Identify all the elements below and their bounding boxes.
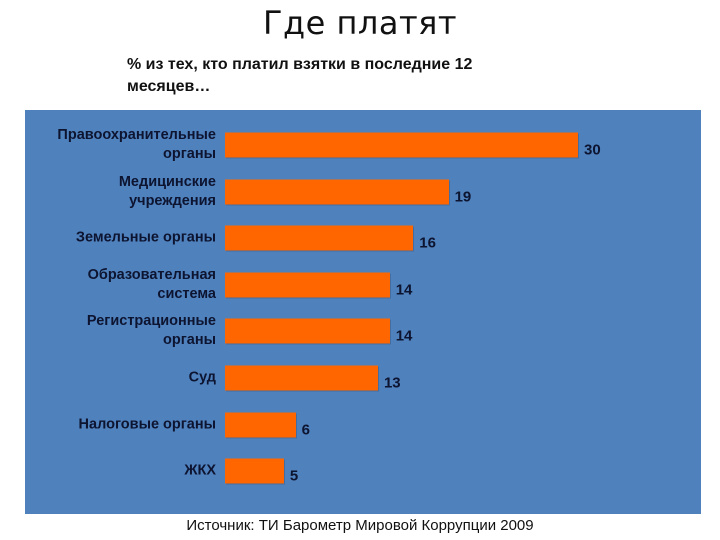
value-label: 19 <box>454 188 472 206</box>
category-label: Регистрационные органы <box>16 312 216 350</box>
value-label: 16 <box>419 234 436 252</box>
category-label-line: ЖКХ <box>184 462 216 479</box>
category-label: Суд <box>16 369 216 388</box>
category-label-line: органы <box>163 332 216 349</box>
value-label: 6 <box>301 421 310 439</box>
category-label: Налоговые органы <box>16 415 216 434</box>
category-label: ЖКХ <box>16 462 216 481</box>
slide-title: Где платят <box>262 4 457 42</box>
bar <box>225 458 284 484</box>
category-label: Медицинские учреждения <box>16 173 216 211</box>
chart-row: ЖКХ 5 <box>25 448 701 494</box>
chart-row: Земельные органы 16 <box>25 215 701 261</box>
chart-row: Регистрационные органы 14 <box>25 308 701 354</box>
chart-row: Правоохранительные органы 30 <box>25 122 701 168</box>
category-label-line: Правоохранительные <box>57 127 216 143</box>
bar <box>225 365 378 391</box>
chart-row: Налоговые органы 6 <box>25 402 701 448</box>
value-label: 30 <box>584 141 601 159</box>
chart-row: Суд 13 <box>25 355 701 401</box>
category-label-line: учреждения <box>129 192 216 209</box>
category-label-line: система <box>157 285 216 302</box>
category-label-line: Образовательная <box>87 266 216 283</box>
source-note: Источник: ТИ Барометр Мировой Коррупции … <box>186 517 534 534</box>
bar <box>225 412 296 438</box>
category-label: Правоохранительные органы <box>16 126 216 164</box>
category-label-line: Регистрационные <box>86 313 216 330</box>
category-label-line: Налоговые органы <box>78 416 216 433</box>
chart-row: Медицинские учреждения 19 <box>25 169 701 215</box>
bar <box>225 318 390 344</box>
value-label: 14 <box>395 327 413 345</box>
category-label-line: Суд <box>188 369 216 386</box>
category-label: Земельные органы <box>16 229 216 248</box>
value-label: 13 <box>383 374 401 392</box>
category-label-line: Земельные органы <box>75 229 216 246</box>
category-label-line: органы <box>163 146 216 162</box>
category-label-line: Медицинские <box>118 173 216 190</box>
value-label: 5 <box>289 467 299 485</box>
bar <box>225 132 578 158</box>
chart-subtitle: % из тех, кто платил взятки в последние … <box>127 56 473 95</box>
bar <box>225 179 449 205</box>
chart-panel: Правоохранительные органы 30 Медицинские учр… <box>25 110 701 514</box>
bar <box>225 225 414 251</box>
bar <box>225 272 390 298</box>
category-label: Образовательная система <box>16 266 216 304</box>
value-label: 14 <box>395 281 413 299</box>
chart-row: Образовательная система 14 <box>25 262 701 308</box>
